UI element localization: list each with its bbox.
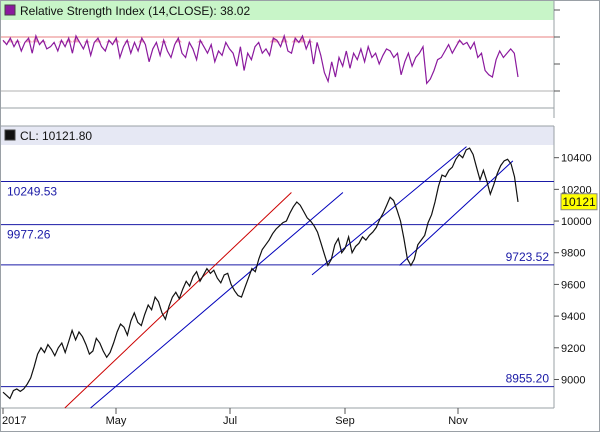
y-tick-label: 9400 bbox=[561, 311, 585, 323]
price-series-line bbox=[2, 147, 519, 400]
y-tick-label: 9600 bbox=[561, 279, 585, 291]
rsi-series-line bbox=[2, 33, 519, 85]
x-tick-label: Nov bbox=[448, 415, 468, 427]
trendline bbox=[311, 146, 467, 276]
rsi-color-swatch bbox=[4, 4, 16, 16]
level-label: 8955.20 bbox=[506, 372, 550, 386]
level-label: 10249.53 bbox=[7, 185, 57, 199]
y-tick-label: 9800 bbox=[561, 248, 585, 260]
trendlines bbox=[64, 146, 514, 409]
trendline bbox=[90, 192, 344, 409]
x-axis: 2017 May Jul Sep Nov bbox=[2, 408, 468, 427]
level-label: 9723.52 bbox=[506, 250, 550, 264]
rsi-panel-title: Relative Strength Index (14,CLOSE): 38.0… bbox=[20, 4, 250, 18]
price-panel-title: CL: 10121.80 bbox=[20, 129, 92, 143]
trendline bbox=[64, 192, 292, 409]
x-tick-label: Sep bbox=[335, 415, 355, 427]
x-tick-label: May bbox=[106, 415, 127, 427]
y-tick-label: 10400 bbox=[561, 153, 592, 165]
trendline bbox=[399, 160, 514, 266]
level-label: 9977.26 bbox=[7, 228, 51, 242]
y-tick-label: 10000 bbox=[561, 216, 592, 228]
horizontal-levels: 10249.53 9977.26 9723.52 8955.20 bbox=[1, 181, 554, 388]
x-tick-label: Jul bbox=[223, 415, 237, 427]
last-value-label: 10121 bbox=[562, 195, 596, 209]
x-tick-label: 2017 bbox=[2, 415, 26, 427]
rsi-overbought-segment bbox=[309, 40, 314, 43]
last-value-badge bbox=[560, 193, 598, 211]
price-color-swatch bbox=[4, 129, 16, 141]
y-tick-label: 9000 bbox=[561, 374, 585, 386]
y-tick-label: 9200 bbox=[561, 343, 585, 355]
rsi-header-bg bbox=[1, 1, 554, 20]
price-header-bg bbox=[1, 126, 554, 145]
